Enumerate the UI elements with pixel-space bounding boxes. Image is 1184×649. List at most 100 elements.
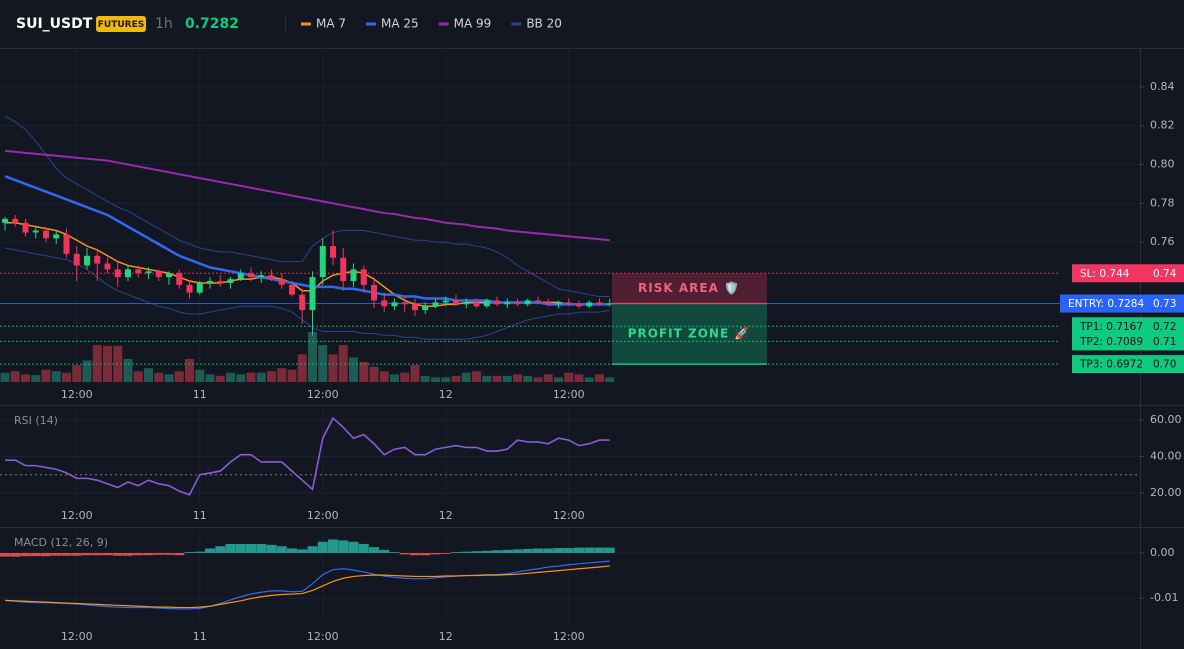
histogram-bar	[143, 553, 154, 556]
volume-bar	[554, 377, 563, 382]
x-tick-label: 11	[193, 630, 207, 643]
volume-bar	[400, 372, 410, 382]
volume-bar	[451, 375, 461, 382]
candle-body	[494, 300, 500, 305]
legend-label: BB 20	[526, 17, 562, 31]
legend-label: MA 25	[381, 17, 419, 31]
level-badge	[1072, 317, 1184, 336]
histogram-bar	[30, 553, 41, 557]
candle-body	[166, 273, 172, 278]
zone-label: RISK AREA 🛡️	[638, 281, 740, 295]
histogram-bar	[112, 553, 123, 556]
candle-body	[84, 255, 90, 266]
level-badge	[1072, 332, 1184, 351]
rsi-line	[5, 416, 610, 496]
volume-bar	[277, 368, 287, 382]
histogram-bar	[512, 549, 523, 553]
x-tick-label: 12:00	[553, 388, 585, 401]
candle-body	[463, 302, 470, 305]
candle-body	[125, 269, 131, 278]
histogram-bar	[225, 543, 236, 553]
x-tick-label: 12	[439, 509, 453, 522]
x-tick-label: 12:00	[61, 388, 93, 401]
macd-line	[4, 560, 610, 610]
volume-bar	[0, 372, 10, 382]
volume-bar	[41, 369, 51, 382]
volume-bar	[62, 372, 71, 382]
x-tick-label: 12:00	[553, 509, 585, 522]
volume-bar	[441, 377, 451, 382]
volume-bar	[338, 345, 348, 382]
zone	[612, 273, 767, 304]
histogram-bar	[563, 548, 574, 553]
histogram-bar	[533, 548, 543, 553]
candle-body	[43, 230, 49, 239]
zone-label: PROFIT ZONE 🚀	[628, 326, 751, 340]
moving-average	[4, 174, 610, 306]
x-tick-label: 12:00	[61, 630, 93, 643]
histogram-bar	[389, 552, 400, 553]
candle-body	[32, 230, 39, 233]
volume-bar	[246, 372, 256, 382]
histogram-bar	[194, 551, 205, 553]
panel-title: RSI (14)	[14, 414, 58, 427]
volume-bar	[215, 375, 225, 382]
volume-bar	[431, 377, 440, 382]
histogram-bar	[184, 552, 195, 553]
candle-body	[565, 302, 572, 305]
histogram-bar	[358, 543, 369, 553]
candle-body	[360, 269, 367, 285]
candle-body	[606, 303, 613, 305]
level-label: ENTRY: 0.7284	[1068, 298, 1144, 310]
volume-bar	[359, 362, 369, 382]
histogram-bar	[348, 541, 359, 553]
volume-bar	[133, 371, 143, 382]
volume-bar	[574, 374, 584, 382]
level-badge	[1060, 294, 1184, 313]
histogram-bar	[61, 553, 72, 556]
histogram-bar	[574, 547, 584, 553]
x-tick-label: 12:00	[307, 388, 339, 401]
y-tick-label: -0.01	[1150, 591, 1178, 604]
volume-bar	[267, 371, 276, 382]
level-label: TP1: 0.7167	[1079, 321, 1143, 333]
candle-body	[268, 275, 275, 280]
histogram-bar	[317, 541, 328, 553]
candle-body	[176, 273, 183, 285]
candle-body	[135, 269, 142, 274]
volume-bar	[595, 374, 604, 382]
volume-bar	[236, 374, 246, 382]
volume-bar	[21, 374, 30, 382]
volume-bar	[533, 377, 543, 382]
y-tick-label: 20.00	[1150, 486, 1182, 499]
histogram-bar	[430, 553, 441, 555]
candle-body	[340, 257, 347, 282]
volume-bar	[420, 375, 430, 382]
histogram-bar	[10, 553, 21, 557]
histogram-bar	[594, 547, 605, 553]
candle-body	[12, 218, 19, 223]
level-label: TP3: 0.6972	[1079, 359, 1143, 371]
interval: 1h	[155, 16, 173, 32]
histogram-bar	[153, 553, 164, 555]
candle-body	[453, 300, 459, 305]
x-tick-label: 12	[439, 630, 453, 643]
candle-body	[381, 300, 388, 307]
volume-bar	[82, 360, 92, 382]
badge-bg	[96, 16, 146, 32]
y-tick-label: 60.00	[1150, 413, 1182, 426]
volume-bar	[349, 357, 358, 382]
candle-body	[299, 294, 306, 311]
signal-line	[4, 565, 610, 609]
candle-body	[555, 302, 562, 305]
candle-body	[576, 304, 582, 307]
histogram-bar	[307, 546, 318, 553]
symbol: SUI_USDT	[16, 16, 93, 32]
candle-body	[309, 277, 316, 311]
volume-bar	[297, 354, 307, 382]
histogram-bar	[328, 539, 338, 553]
histogram-bar	[123, 553, 133, 556]
histogram-bar	[604, 547, 615, 553]
candle-body	[422, 306, 429, 311]
